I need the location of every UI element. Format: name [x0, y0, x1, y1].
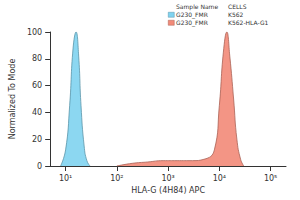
svg-text:K562-HLA-G1: K562-HLA-G1 — [228, 19, 269, 26]
svg-text:G230_FMR: G230_FMR — [176, 19, 208, 27]
svg-text:100: 100 — [27, 28, 42, 37]
svg-text:10⁴: 10⁴ — [213, 174, 226, 183]
svg-text:60: 60 — [32, 81, 42, 90]
svg-text:10²: 10² — [110, 174, 123, 183]
svg-text:HLA-G (4H84) APC: HLA-G (4H84) APC — [131, 186, 205, 195]
svg-text:10¹: 10¹ — [59, 174, 72, 183]
svg-text:G230_FMR: G230_FMR — [176, 11, 208, 19]
svg-text:20: 20 — [32, 135, 42, 144]
svg-text:10⁵: 10⁵ — [264, 174, 277, 183]
svg-text:Sample Name: Sample Name — [176, 3, 218, 11]
svg-text:80: 80 — [32, 54, 42, 63]
svg-text:0: 0 — [37, 162, 42, 171]
svg-text:K562: K562 — [228, 11, 244, 18]
svg-text:10³: 10³ — [161, 174, 174, 183]
svg-text:40: 40 — [32, 108, 42, 117]
svg-text:CELLS: CELLS — [228, 3, 247, 10]
svg-text:Normalized To Mode: Normalized To Mode — [8, 59, 17, 140]
